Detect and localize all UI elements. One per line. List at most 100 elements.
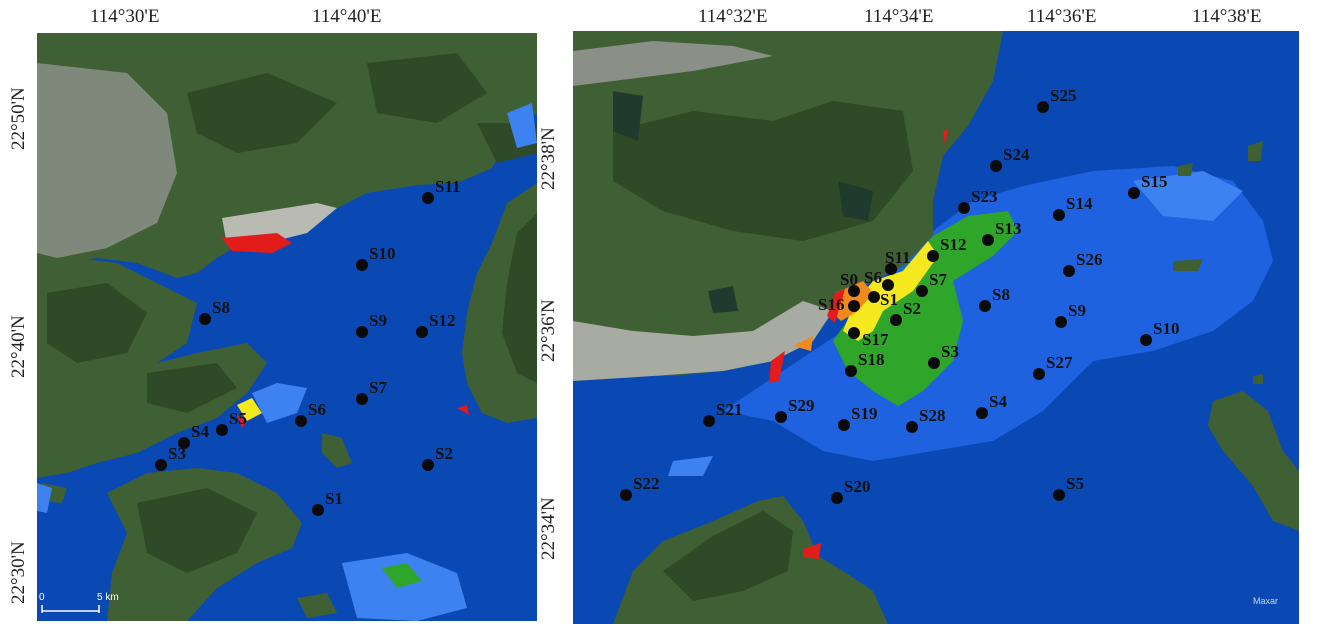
station-label: S13 [995, 219, 1021, 238]
left-map-scale-bar: 0 5 km [39, 592, 119, 613]
right-map-bloom-low-light [668, 171, 1243, 476]
left-map-port [222, 203, 337, 245]
station-label: S19 [851, 404, 877, 423]
station-marker [422, 192, 434, 204]
station-marker [979, 300, 991, 312]
scale-bar-end: 5 km [97, 592, 119, 603]
left-map-bloom-red [222, 233, 292, 253]
left-lat-tick: 22°30'N [8, 541, 29, 604]
station-label: S12 [429, 311, 455, 330]
station-label: S23 [971, 187, 997, 206]
station-marker [620, 489, 632, 501]
station-marker [1053, 489, 1065, 501]
station-label: S9 [1068, 301, 1086, 320]
right-map-urban [573, 301, 833, 381]
left-map-urban [37, 63, 177, 258]
right-lat-tick: 22°34'N [538, 497, 559, 560]
station-label: S3 [941, 342, 959, 361]
station-marker [848, 300, 860, 312]
right-lon-tick: 114°32'E [698, 6, 768, 27]
station-marker [916, 285, 928, 297]
right-map-bloom-very-high [793, 281, 873, 351]
map-credit: Maxar [1253, 596, 1278, 606]
right-lat-tick: 22°38'N [538, 127, 559, 190]
station-marker [927, 250, 939, 262]
station-marker [1053, 209, 1065, 221]
station-marker [882, 279, 894, 291]
left-map-bloom-high [237, 398, 262, 421]
station-label: S29 [788, 396, 814, 415]
station-marker [928, 357, 940, 369]
left-map-west-ridge [47, 283, 237, 413]
left-map-island [42, 433, 352, 618]
station-label: S11 [885, 248, 911, 267]
left-lat-tick: 22°40'N [8, 315, 29, 378]
station-marker [982, 234, 994, 246]
station-label: S6 [308, 400, 326, 419]
station-label: S7 [929, 270, 947, 289]
station-marker [703, 415, 715, 427]
right-lon-tick: 114°38'E [1192, 6, 1262, 27]
left-map-east-ridge [502, 213, 537, 383]
station-marker [1063, 265, 1075, 277]
station-label: S20 [844, 477, 870, 496]
right-lat-tick: 22°36'N [538, 299, 559, 362]
station-label: S21 [716, 400, 742, 419]
station-marker [906, 421, 918, 433]
right-map-north-urban [573, 41, 773, 86]
station-marker [216, 424, 228, 436]
station-marker [1037, 101, 1049, 113]
station-marker [199, 313, 211, 325]
right-map-north-ridge [613, 101, 913, 241]
right-lon-tick: 114°36'E [1027, 6, 1097, 27]
station-label: S12 [940, 235, 966, 254]
station-label: S7 [369, 378, 387, 397]
station-marker [356, 259, 368, 271]
station-marker [356, 393, 368, 405]
station-marker [775, 411, 787, 423]
station-label: S2 [435, 444, 453, 463]
right-map-east-island [1208, 391, 1299, 531]
right-map-reservoir [613, 91, 873, 313]
station-label: S27 [1046, 353, 1073, 372]
station-label: S10 [369, 244, 395, 263]
station-label: S6 [864, 268, 882, 287]
station-label: S10 [1153, 319, 1179, 338]
station-label: S25 [1050, 86, 1076, 105]
station-marker [1140, 334, 1152, 346]
station-marker [958, 202, 970, 214]
left-map-south-ridge [137, 488, 257, 573]
station-marker [178, 437, 190, 449]
right-map-bloom-moderate [833, 211, 1018, 406]
station-marker [890, 314, 902, 326]
station-marker [416, 326, 428, 338]
station-label: S8 [212, 298, 230, 317]
left-lat-tick: 22°50'N [8, 87, 29, 150]
station-marker [312, 504, 324, 516]
station-label: S22 [633, 474, 659, 493]
station-label: S15 [1141, 172, 1167, 191]
station-label: S11 [435, 177, 461, 196]
station-marker [848, 285, 860, 297]
station-label: S0 [840, 270, 858, 289]
station-label: S1 [325, 489, 343, 508]
left-map-ridges [187, 53, 537, 163]
station-label: S1 [880, 290, 898, 309]
station-marker [155, 459, 167, 471]
right-map-bloom-high [843, 241, 938, 341]
station-marker [845, 365, 857, 377]
left-map-bloom-moderate [382, 563, 422, 588]
station-label: S26 [1076, 250, 1102, 269]
station-label: S17 [862, 330, 889, 349]
station-marker [1128, 187, 1140, 199]
station-marker [356, 326, 368, 338]
station-marker [990, 160, 1002, 172]
station-marker [831, 492, 843, 504]
station-label: S18 [858, 350, 884, 369]
right-map-stations: S25 S24 S15 S23 S14 S13 S12 S11 S26 S0 S6 S7 S1 S8 S16… [620, 86, 1179, 504]
station-label: S4 [191, 422, 209, 441]
right-map-south-ridge [663, 511, 793, 601]
left-map-stations: S11 S10 S8 S9 S12 S7 S6 S5 S4 S3 S2 S1 [155, 177, 461, 516]
station-label: S8 [992, 285, 1010, 304]
